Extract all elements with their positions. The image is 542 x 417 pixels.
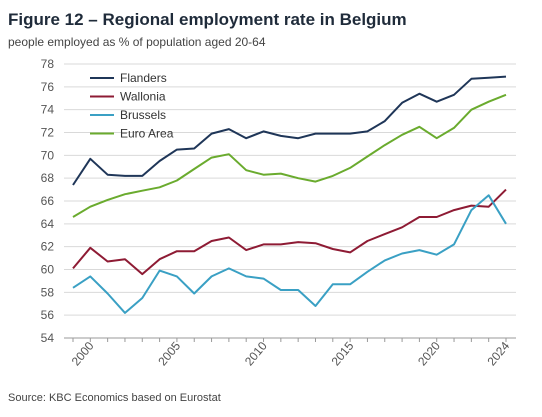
y-tick-label: 66	[41, 194, 55, 208]
y-tick-label: 64	[41, 217, 55, 231]
y-tick-label: 76	[41, 80, 55, 94]
x-tick-label: 2015	[329, 339, 357, 369]
y-tick-label: 74	[41, 103, 55, 117]
series-line-wallonia	[72, 188, 507, 276]
x-tick-label: 2005	[155, 339, 183, 369]
series-line-brussels	[72, 194, 507, 314]
legend-label: Euro Area	[120, 127, 174, 141]
y-tick-label: 60	[41, 263, 55, 277]
chart-title: Figure 12 – Regional employment rate in …	[8, 10, 407, 29]
y-tick-label: 78	[41, 57, 55, 71]
source-note: Source: KBC Economics based on Eurostat	[8, 392, 221, 404]
legend-label: Brussels	[120, 108, 166, 122]
x-tick-label: 2010	[242, 339, 270, 369]
y-axis: 54 56 58 60 62 64 66 68 70 72 74 76 78	[41, 57, 55, 345]
legend: Flanders Wallonia Brussels Euro Area	[90, 71, 174, 141]
gridlines	[64, 63, 516, 339]
x-tick-label: 2000	[69, 339, 97, 369]
y-tick-label: 68	[41, 171, 55, 185]
y-tick-label: 72	[41, 126, 55, 140]
series-line-euro-area	[72, 93, 507, 218]
x-tick-label: 2024	[484, 339, 512, 369]
x-axis: 2000 2005 2010 2015 2020 2024	[64, 337, 516, 369]
series-line-flanders	[72, 75, 507, 186]
y-tick-label: 62	[41, 240, 55, 254]
y-tick-label: 56	[41, 308, 55, 322]
y-tick-label: 54	[41, 331, 55, 345]
y-tick-label: 70	[41, 148, 55, 162]
legend-label: Wallonia	[120, 90, 166, 104]
chart-subtitle: people employed as % of population aged …	[8, 35, 266, 49]
series-lines	[72, 75, 507, 314]
legend-label: Flanders	[120, 71, 167, 85]
y-tick-label: 58	[41, 285, 55, 299]
x-tick-label: 2020	[415, 339, 443, 369]
